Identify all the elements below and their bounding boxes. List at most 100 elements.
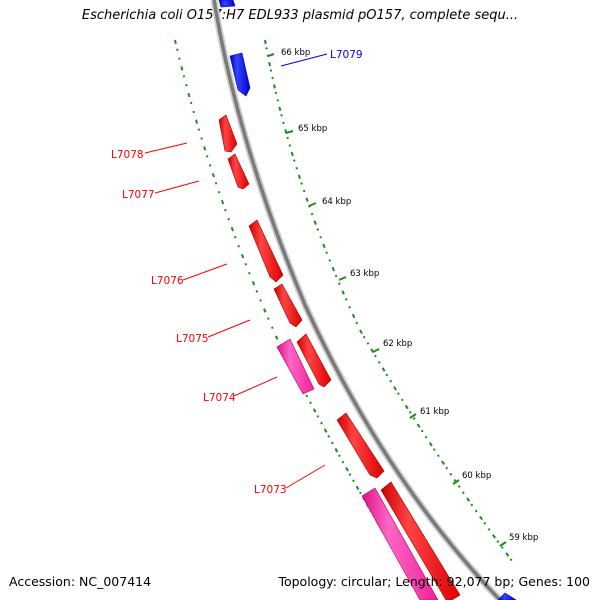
tick-59-kbp-label: 59 kbp [509,533,538,543]
tick-64-kbp-label: 64 kbp [322,197,351,207]
gc-dot [330,441,334,445]
backbone-arc-core [212,0,502,600]
gene-bottom-blue-arrow [497,592,517,600]
gc-dot [197,128,201,131]
gc-dot [286,136,289,140]
gc-dot [334,448,339,453]
gc-dot [224,208,227,212]
gc-dot [344,298,348,301]
gc-dot [362,335,366,339]
gc-dot [509,558,513,562]
gene-l7079-arrow [229,52,251,97]
gc-dot [505,552,510,557]
leader-l7073 [285,464,326,489]
gc-dot [393,386,397,391]
tick-61-kbp-label: 61 kbp [420,407,449,417]
gene-bottom-pink-arrow [361,487,439,600]
gc-dot [412,417,416,420]
gc-dot [479,515,484,521]
gc-dot [492,534,497,539]
gc-dot [310,212,314,216]
tick-63-kbp [338,276,347,281]
gc-dot [500,546,504,549]
gc-dot [300,182,303,185]
gc-dot [385,373,389,377]
gc-dot [270,326,274,330]
gc-dot [255,290,259,293]
gc-dot [203,146,207,151]
tick-66-kbp [267,53,275,57]
gc-dot [230,226,234,232]
gc-dot [278,106,282,112]
gc-dot [195,119,199,124]
gc-dot [400,398,404,402]
gc-dot [178,57,181,60]
gc-dot [420,429,424,433]
tick-62-kbp [372,348,380,353]
gene-label-leaders [144,53,328,489]
gc-dot [282,121,285,125]
gene-label-l7079: L7079 [330,49,363,61]
gc-dot [416,423,421,428]
gene-features [218,0,517,600]
gc-dot [305,197,309,202]
gc-dot [355,485,360,491]
gene-label-l7076: L7076 [151,275,184,287]
gc-dot [208,164,212,167]
gc-dot [320,421,323,425]
gc-dot [348,305,351,309]
gc-dot [259,299,262,302]
gc-dot [305,394,309,398]
gene-labels: L7079 L7078 L7077 L7076 L7075 L7074 L707… [111,49,363,496]
kbp-ticks: 66 kbp 65 kbp 64 kbp 63 kbp 62 kbp 61 kb… [267,48,538,547]
gc-dot [182,75,186,78]
gc-dot [237,244,241,248]
leader-l7077 [154,180,200,194]
gc-dot [432,448,436,451]
gc-dot [355,321,359,325]
gc-dot [334,274,338,278]
tick-65-kbp [285,130,294,134]
gene-l7078-arrow [218,114,238,153]
gc-dot [192,110,195,114]
leader-l7075 [207,319,251,338]
gene-l7077-arrow [227,153,250,190]
gc-dot [441,460,446,465]
gc-track-outer [264,39,513,562]
gc-dot [345,467,349,472]
gc-dot [214,181,218,185]
backbone-arc [210,0,503,600]
gc-dot [274,91,278,95]
gc-dot [180,66,184,71]
gene-bottom-red-arrow [380,481,461,600]
gene-top-blue-arrow [218,0,236,8]
gc-dot [449,472,453,476]
gc-dot [404,404,409,410]
tick-60-kbp [452,479,460,485]
gc-dot [251,281,256,286]
gc-dot [461,491,465,495]
tick-66-kbp-label: 66 kbp [281,48,310,58]
gc-dot [397,392,400,396]
gc-dot [348,473,352,477]
gc-dot [445,466,449,470]
leader-l7079 [280,53,328,67]
gc-dot [424,435,428,439]
gene-label-l7074: L7074 [203,392,236,404]
gc-dot [377,360,381,364]
gc-dot [428,442,433,447]
accession-text: Accession: NC_007414 [9,574,152,589]
gc-dot [381,367,386,372]
gc-dot [327,434,331,438]
gc-dot [325,251,328,254]
gc-dot [389,379,393,383]
gc-dot [276,99,279,102]
gc-dot [316,415,320,418]
gc-dot [205,155,209,158]
gc-dot [316,228,320,231]
leader-l7074 [233,376,278,397]
gc-dot [176,48,179,52]
summary-text: Topology: circular; Length: 92,077 bp; G… [278,574,590,589]
gc-dot [293,159,296,162]
